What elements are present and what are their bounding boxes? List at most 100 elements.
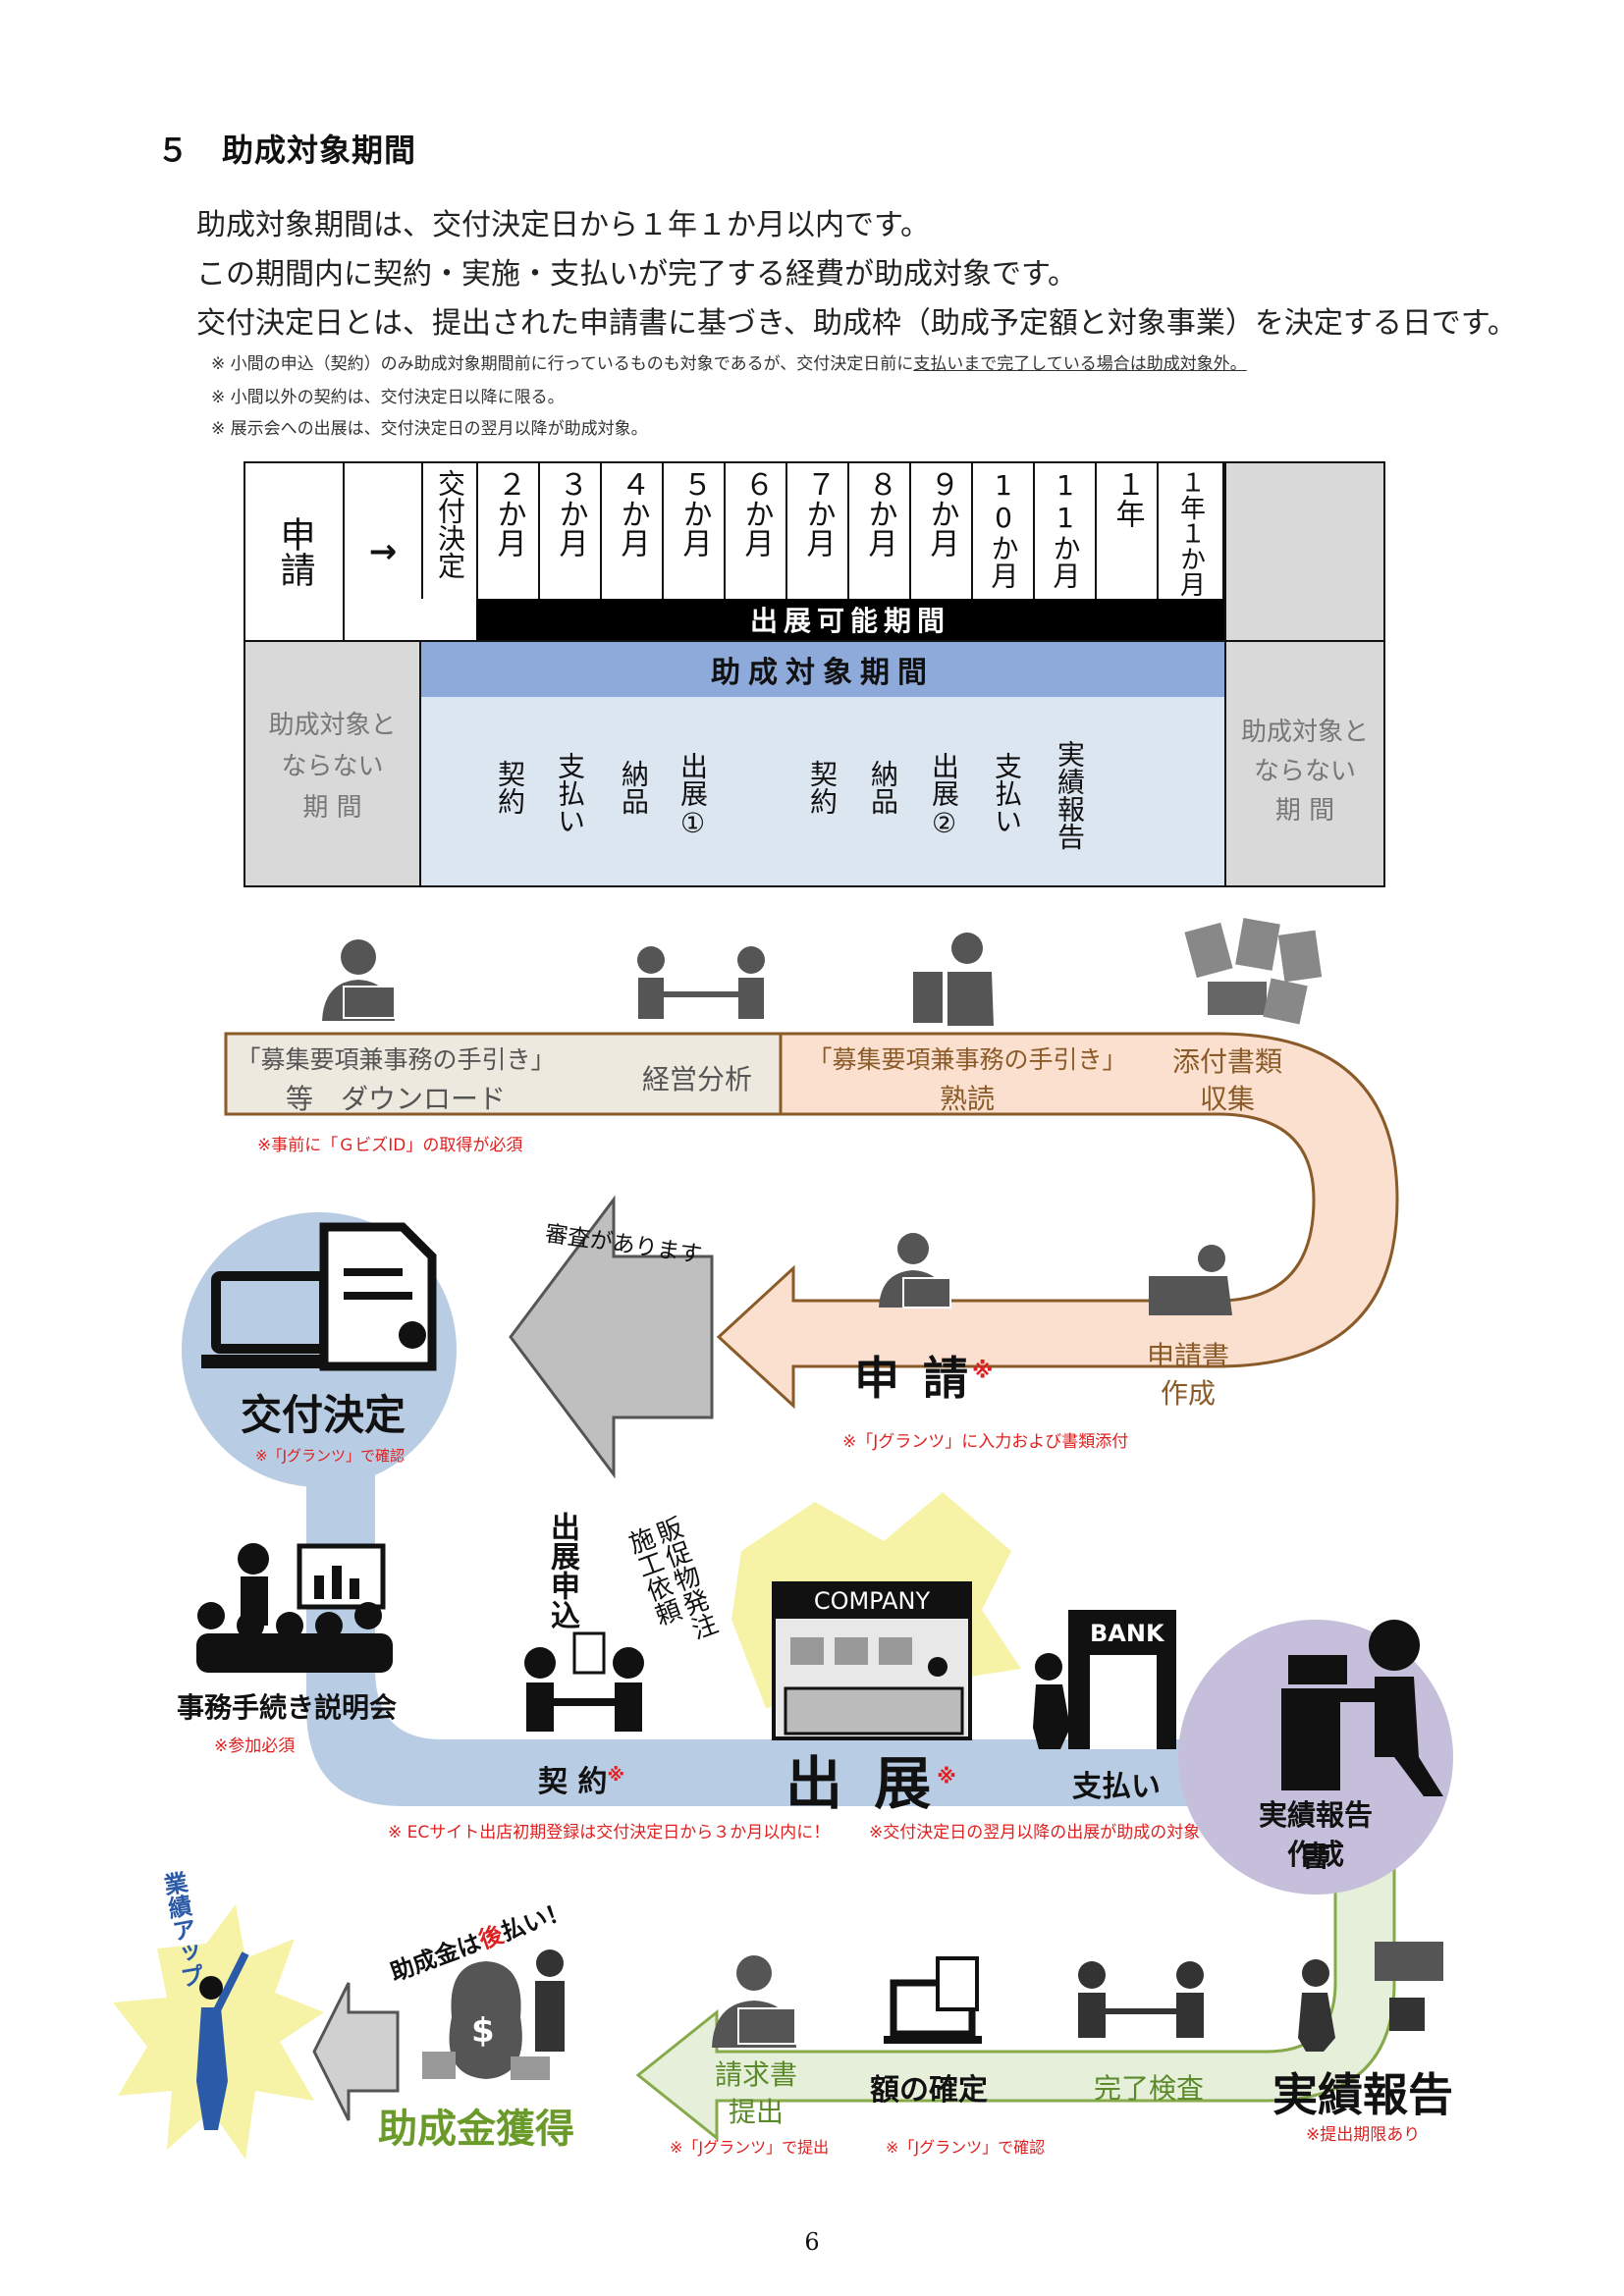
month-0: 交付決定 [434, 469, 466, 579]
month-5: ６か月 [738, 469, 774, 558]
gray-arrow [509, 1195, 714, 1479]
month-11: １年 [1110, 469, 1145, 528]
documents-icon [1184, 918, 1323, 1025]
download-label-2: 等 ダウンロード [285, 1083, 506, 1115]
invoice-note: ※「Jグランツ」で提出 [670, 2138, 830, 2157]
event-contract-2: 契約 [806, 760, 839, 815]
gray-small-arrow [312, 1982, 400, 2121]
briefing-note: ※参加必須 [214, 1736, 296, 1756]
svg-text:$: $ [471, 2011, 495, 2051]
exhibit-step-text: 出 展 [785, 1750, 938, 1817]
reading-person-icon [913, 933, 994, 1026]
apply-step-text: 申 請 [854, 1352, 973, 1405]
contract-step-text: 契 約 [538, 1765, 608, 1799]
monitor-document-icon [884, 1956, 982, 2044]
month-2: ３か月 [553, 469, 588, 558]
apply-asterisk: ※ [972, 1359, 998, 1384]
finalize-label: 額の確定 [870, 2073, 988, 2108]
note-1: ※ 小間の申込（契約）のみ助成対象期間前に行っているものも対象であるが、交付決定… [211, 349, 1247, 374]
paragraph-2: この期間内に契約・実施・支払いが完了する経費が助成対象です。 [196, 257, 1077, 292]
jgrants-input-note: ※「Jグランツ」に入力および書類添付 [842, 1432, 1129, 1452]
exhibit-period-bar: 出展可能期間 [476, 599, 1224, 640]
exhibit-note: ※交付決定日の翌月以降の出展が助成の対象 [869, 1823, 1201, 1842]
apply-label: 申請 [274, 516, 315, 587]
event-exhibit-1: 出展① [677, 752, 709, 839]
event-exhibit-2: 出展② [928, 752, 960, 839]
note-1-underlined: 支払いまで完了している場合は助成対象外。 [913, 354, 1247, 374]
non-target-right-2: ならない [1253, 757, 1356, 786]
period-table: 申請 → 交付決定 ２か月 ３か月 ４か月 ５か月 ６か月 ７か月 ８か月 ９か… [244, 461, 1385, 887]
months-header: 交付決定 ２か月 ３か月 ４か月 ５か月 ６か月 ７か月 ８か月 ９か月 10か… [421, 463, 1224, 640]
docs-label-2: 収集 [1199, 1083, 1255, 1115]
writing-person-icon [1149, 1245, 1232, 1315]
non-target-left-2: ならない [281, 752, 384, 781]
contract-asterisk: ※ [607, 1765, 624, 1786]
month-4: ５か月 [677, 469, 712, 558]
month-12: １年１か月 [1175, 469, 1206, 597]
non-target-left-1: 助成対象と [268, 711, 397, 740]
invoice-label-2: 提出 [728, 2096, 784, 2128]
paragraph-3: 交付決定日とは、提出された申請書に基づき、助成枠（助成予定額と対象事業）を決定す… [196, 306, 1517, 341]
month-7: ８か月 [862, 469, 897, 558]
bank-icon [1033, 1610, 1176, 1749]
gbiz-note: ※事前に「ＧビズID」の取得が必須 [257, 1136, 523, 1155]
ec-note: ※ ECサイト出店初期登録は交付決定日から３か月以内に！ [388, 1823, 831, 1842]
desk-worker-icon [1281, 1620, 1443, 1796]
section-heading: ５ 助成対象期間 [157, 132, 417, 169]
bank-sign: BANK [1090, 1620, 1164, 1647]
performance-burst [113, 1904, 324, 2160]
read-label-2: 熟読 [939, 1083, 995, 1115]
briefing-label: 事務手続き説明会 [177, 1691, 398, 1724]
exhibit-step-label: 出 展※ [785, 1737, 962, 1820]
booth-icon [731, 1492, 1021, 1740]
paragraph-1: 助成対象期間は、交付決定日から１年１か月以内です。 [196, 208, 930, 242]
non-target-left: 助成対象と ならない 期 間 [245, 642, 421, 885]
read-label-1: 「募集要項兼事務の手引き」 [807, 1045, 1127, 1074]
non-target-right-3: 期 間 [1274, 796, 1335, 826]
non-target-left-3: 期 間 [302, 793, 362, 823]
apply-step-label: 申 請※ [854, 1343, 997, 1408]
person-laptop-icon-3 [712, 1955, 796, 2048]
event-report: 実績報告 [1054, 740, 1086, 850]
month-8: ９か月 [924, 469, 959, 558]
report-label: 実績報告 [1272, 2068, 1453, 2121]
subsidy-period-area: 助成対象期間 契約 支払い 納品 出展① 契約 納品 出展② 支払い 実績報告 [421, 642, 1224, 885]
presentation-icon [196, 1543, 393, 1673]
non-target-right: 助成対象と ならない 期 間 [1224, 642, 1383, 885]
subsidy-period-header: 助成対象期間 [421, 642, 1224, 697]
beige-band [224, 1032, 783, 1116]
month-9: 10か月 [987, 469, 1020, 589]
invoice-label-1: 請求書 [714, 2058, 797, 2091]
exhibit-asterisk: ※ [937, 1764, 962, 1789]
event-payment-2: 支払い [991, 752, 1023, 834]
report-create-label-2: 作成 [1286, 1838, 1344, 1871]
grant-label: 助成金獲得 [378, 2107, 574, 2152]
event-delivery-1: 納品 [618, 760, 650, 815]
month-6: ７か月 [800, 469, 836, 558]
month-10: 11か月 [1049, 469, 1082, 589]
event-contract-1: 契約 [494, 760, 526, 815]
person-mailbox-icon [1298, 1942, 1443, 2052]
non-target-right-1: 助成対象と [1240, 718, 1369, 747]
event-delivery-2: 納品 [867, 760, 899, 815]
finalize-note: ※「Jグランツ」で確認 [886, 2138, 1046, 2157]
month-1: ２か月 [491, 469, 526, 558]
event-payment-1: 支払い [554, 752, 586, 834]
docs-label-1: 添付書類 [1171, 1045, 1282, 1078]
person-laptop-icon-2 [879, 1233, 951, 1308]
inspection-meeting-icon [1078, 1961, 1204, 2038]
note-1-text: ※ 小間の申込（契約）のみ助成対象期間前に行っているものも対象であるが、交付決定… [211, 354, 914, 374]
page-number: 6 [804, 2228, 820, 2256]
arrow-right-icon: → [368, 532, 398, 571]
money-bag-icon: $ [422, 1949, 565, 2080]
month-3: ４か月 [615, 469, 650, 558]
contract-step-label: 契 約※ [538, 1757, 624, 1800]
decision-label: 交付決定 [241, 1391, 406, 1439]
download-label-1: 「募集要項兼事務の手引き」 [236, 1045, 556, 1074]
report-create-label-1: 実績報告書 [1258, 1798, 1373, 1873]
consultation-icon [637, 946, 765, 1019]
analysis-label: 経営分析 [641, 1063, 752, 1095]
create-label-2: 作成 [1160, 1377, 1216, 1410]
decision-note: ※「Jグランツ」で確認 [255, 1447, 405, 1465]
